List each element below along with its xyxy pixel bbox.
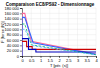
x-axis-tick: 0 <box>21 56 24 63</box>
grid-line-y <box>22 18 96 19</box>
y-axis-tick-mark <box>20 13 22 14</box>
y-axis-tick-label: 120 000 <box>5 22 20 27</box>
y-axis-tick: 160 000 <box>5 11 22 16</box>
grid-line-y <box>22 29 96 30</box>
y-axis-tick-mark <box>20 45 22 46</box>
x-axis-tick: 1 <box>40 56 43 63</box>
y-axis-tick-mark <box>20 40 22 41</box>
y-axis-tick-label: 40 000 <box>7 43 20 48</box>
y-axis: 020 00040 00060 00080 000100 000120 0001… <box>5 6 23 59</box>
y-axis-tick-label: 140 000 <box>5 16 20 21</box>
series-line <box>22 17 96 56</box>
y-axis-tick-label: 100 000 <box>5 27 20 32</box>
x-axis-tick-label: 3 <box>77 58 80 63</box>
x-axis-tick: 3.5 <box>84 56 90 63</box>
x-axis-tick-label: 0.5 <box>29 58 35 63</box>
grid-line-y <box>22 8 96 9</box>
grid-line-y <box>22 40 96 41</box>
chart: 00.511.522.533.54020 00040 00060 00080 0… <box>0 0 100 68</box>
grid-line-y <box>22 34 96 35</box>
y-axis-tick-label: 160 000 <box>5 11 20 16</box>
y-axis-tick: 140 000 <box>5 16 22 21</box>
title: Comparaison EC8/PS92 - Dimensionnage <box>6 2 95 7</box>
y-axis-tick: 180 000 <box>5 6 22 11</box>
series-line <box>22 13 96 56</box>
x-axis-tick-label: 4 <box>95 58 98 63</box>
y-axis-tick-label: 180 000 <box>5 6 20 11</box>
grid-line-y <box>22 50 96 51</box>
grid-line-y <box>22 13 96 14</box>
series-line <box>22 29 96 54</box>
grid <box>22 8 96 56</box>
y-axis-tick-mark <box>20 8 22 9</box>
x-axis-tick-label: 1 <box>40 58 43 63</box>
plot: 00.511.522.533.54020 00040 00060 00080 0… <box>5 6 99 63</box>
y-axis-tick: 20 000 <box>7 48 22 53</box>
y-axis-tick: 80 000 <box>7 32 22 37</box>
y-axis-tick-label: 0 <box>17 54 20 59</box>
x-axis-tick-label: 0 <box>21 58 24 63</box>
y-axis-tick: 40 000 <box>7 43 22 48</box>
y-axis-tick-label: 80 000 <box>7 32 20 37</box>
series-line <box>22 24 96 55</box>
y-axis-tick-mark <box>20 19 22 20</box>
y-axis-tick: 100 000 <box>5 27 22 32</box>
x-axis-title: T [pér. (s)] <box>50 63 68 68</box>
y-axis-tick-mark <box>20 56 22 57</box>
y-axis-tick-mark <box>20 24 22 25</box>
grid-line-y <box>22 24 96 25</box>
y-axis-tick: 60 000 <box>7 38 22 43</box>
x-axis-tick: 3 <box>77 56 80 63</box>
lines <box>22 13 96 56</box>
x-axis-tick: 4 <box>95 56 98 63</box>
x-axis-tick-label: 3.5 <box>84 58 90 63</box>
y-axis-tick-label: 20 000 <box>7 48 20 53</box>
y-axis-tick-mark <box>20 51 22 52</box>
x-axis-tick: 0.5 <box>29 56 35 63</box>
y-axis-tick-label: 60 000 <box>7 38 20 43</box>
y-axis-title: F [force (N)] <box>0 21 5 42</box>
y-axis-tick: 0 <box>17 54 22 59</box>
y-axis-tick-mark <box>20 35 22 36</box>
y-axis-tick: 120 000 <box>5 22 22 27</box>
y-axis-tick-mark <box>20 29 22 30</box>
